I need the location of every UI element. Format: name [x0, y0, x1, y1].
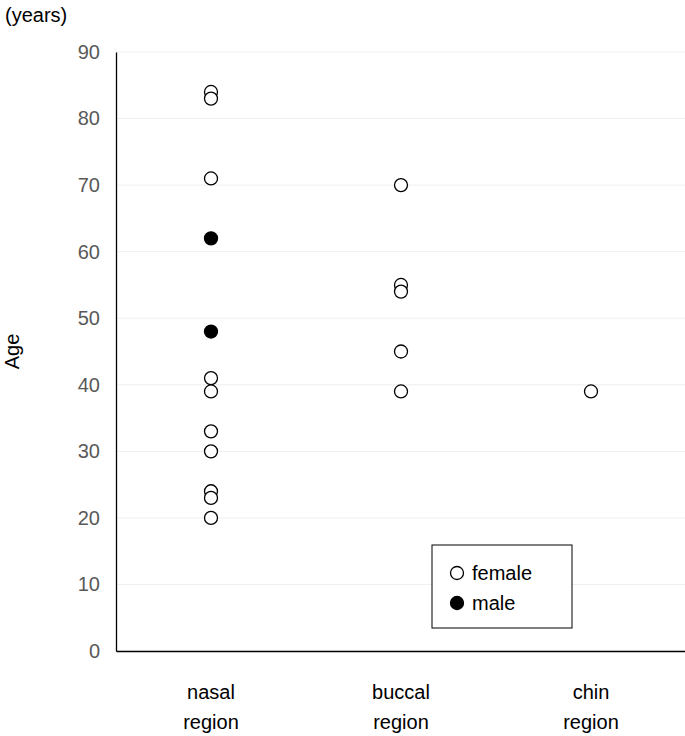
point [205, 92, 218, 105]
x-axis: nasalregion buccalregion chinregion [117, 651, 685, 733]
legend-marker [451, 567, 464, 580]
grid [116, 52, 685, 651]
point [205, 372, 218, 385]
y-tick-label: 10 [78, 573, 100, 595]
y-tick: 80 [78, 107, 116, 129]
y-axis-line [116, 53, 117, 652]
point [205, 445, 218, 458]
legend: female male [432, 545, 572, 628]
legend-box [432, 545, 572, 628]
point [395, 179, 408, 192]
y-tick: 50 [78, 307, 116, 329]
y-tick: 30 [78, 440, 116, 462]
point [205, 491, 218, 504]
grid-line [116, 451, 685, 452]
point [205, 425, 218, 438]
grid-line [116, 52, 685, 53]
point [395, 345, 408, 358]
y-tick-label: 20 [78, 507, 100, 529]
grid-line [116, 584, 685, 585]
series-0 [205, 85, 598, 524]
x-tick: nasalregion [183, 651, 239, 733]
x-tick-label: chinregion [563, 681, 619, 733]
y-tick-label: 80 [78, 107, 100, 129]
x-axis-line [117, 651, 685, 652]
point [205, 325, 218, 338]
y-axis-title: Age [1, 334, 23, 370]
y-tick-label: 30 [78, 440, 100, 462]
annotation: (years) [5, 4, 67, 26]
series-1 [205, 232, 218, 338]
point [205, 511, 218, 524]
y-tick: 90 [78, 41, 116, 63]
grid-line [116, 651, 685, 652]
y-tick: 20 [78, 507, 116, 529]
x-tick-label: buccalregion [372, 681, 430, 733]
grid-line [116, 517, 685, 518]
y-tick-label: 0 [89, 640, 100, 662]
grid-line [116, 251, 685, 252]
y-tick: 10 [78, 573, 116, 595]
legend-marker [451, 597, 464, 610]
y-tick-label: 90 [78, 41, 100, 63]
point [585, 385, 598, 398]
point [205, 385, 218, 398]
legend-label: male [472, 592, 515, 614]
y-tick-label: 40 [78, 374, 100, 396]
y-tick: 0 [89, 640, 116, 662]
x-tick-label: nasalregion [183, 681, 239, 733]
x-tick: chinregion [563, 651, 619, 733]
y-tick-label: 70 [78, 174, 100, 196]
chart: 0 10 20 30 40 50 60 70 80 90 nasalregion buccalregi… [0, 0, 685, 736]
point [205, 172, 218, 185]
y-tick: 40 [78, 374, 116, 396]
y-tick: 70 [78, 174, 116, 196]
grid-line [116, 118, 685, 119]
point [205, 232, 218, 245]
y-tick: 60 [78, 241, 116, 263]
y-tick-label: 50 [78, 307, 100, 329]
x-tick: buccalregion [372, 651, 430, 733]
point [395, 285, 408, 298]
legend-label: female [472, 562, 532, 584]
y-axis: 0 10 20 30 40 50 60 70 80 90 [78, 41, 117, 662]
y-tick-label: 60 [78, 241, 100, 263]
grid-line [116, 318, 685, 319]
plot-area [205, 85, 598, 524]
point [395, 385, 408, 398]
